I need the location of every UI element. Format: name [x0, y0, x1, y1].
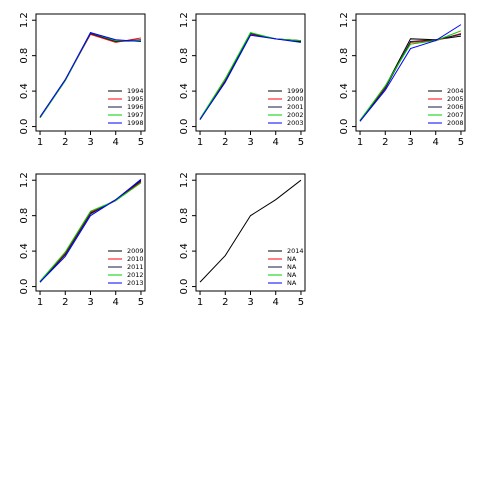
y-tick-label: 0.8	[179, 48, 190, 64]
x-tick-label: 1	[37, 137, 43, 148]
legend-label: 2010	[127, 255, 144, 263]
legend-label: NA	[287, 255, 297, 263]
x-tick-label: 3	[87, 137, 93, 148]
x-tick-label: 5	[298, 297, 304, 308]
legend-label: 1994	[127, 87, 144, 95]
legend-label: 2001	[287, 103, 304, 111]
x-tick-label: 1	[357, 137, 363, 148]
x-tick-label: 4	[273, 137, 279, 148]
y-tick-label: 0.8	[179, 208, 190, 224]
series-line	[199, 32, 302, 120]
y-tick-label: 0.8	[19, 208, 30, 224]
x-tick-label: 3	[87, 297, 93, 308]
series-line	[359, 33, 462, 122]
y-tick-label: 1.2	[179, 12, 190, 28]
y-tick-label: 0.4	[179, 243, 190, 259]
x-tick-label: 5	[138, 137, 144, 148]
legend-label: 1995	[127, 95, 144, 103]
legend-label: 2008	[447, 119, 464, 127]
series-line	[359, 30, 462, 121]
x-tick-label: 3	[247, 137, 253, 148]
x-tick-label: 5	[138, 297, 144, 308]
series-line	[199, 32, 301, 120]
y-tick-label: 0.8	[19, 48, 30, 64]
series-line	[199, 32, 301, 119]
series-line	[359, 24, 462, 122]
x-tick-label: 2	[382, 137, 388, 148]
x-tick-label: 4	[433, 137, 439, 148]
legend-label: 2007	[447, 111, 464, 119]
y-tick-label: 0.0	[339, 119, 350, 135]
legend-label: 2000	[287, 95, 304, 103]
legend-label: 2012	[127, 271, 144, 279]
legend-label: 1997	[127, 111, 144, 119]
x-tick-label: 4	[273, 297, 279, 308]
series-line	[199, 34, 302, 120]
legend-label: 1996	[127, 103, 144, 111]
legend-label: NA	[287, 271, 297, 279]
y-tick-label: 0.8	[339, 48, 350, 64]
x-tick-label: 1	[197, 297, 203, 308]
y-tick-label: 0.0	[179, 119, 190, 135]
series-line	[39, 32, 141, 118]
x-tick-label: 2	[62, 297, 68, 308]
series-line	[39, 32, 141, 118]
x-tick-label: 1	[37, 297, 43, 308]
x-tick-label: 4	[113, 137, 119, 148]
legend-label: 1999	[287, 87, 304, 95]
legend-label: 1998	[127, 119, 144, 127]
x-tick-label: 2	[222, 137, 228, 148]
legend-label: 2002	[287, 111, 304, 119]
x-tick-label: 4	[113, 297, 119, 308]
legend-label: 2013	[127, 279, 144, 287]
y-tick-label: 0.4	[19, 243, 30, 259]
series-line	[39, 33, 142, 118]
legend-label: 2006	[447, 103, 464, 111]
x-tick-label: 3	[247, 297, 253, 308]
legend-label: NA	[287, 263, 297, 271]
legend-label: 2005	[447, 95, 464, 103]
y-tick-label: 0.4	[179, 83, 190, 99]
y-tick-label: 0.0	[19, 279, 30, 295]
y-tick-label: 1.2	[19, 12, 30, 28]
y-tick-label: 0.0	[179, 279, 190, 295]
series-line	[39, 32, 141, 118]
y-tick-label: 1.2	[339, 12, 350, 28]
x-tick-label: 5	[298, 137, 304, 148]
legend-label: 2009	[127, 247, 144, 255]
y-tick-label: 1.2	[179, 172, 190, 188]
legend-label: 2014	[287, 247, 304, 255]
legend-label: 2011	[127, 263, 144, 271]
series-line	[39, 178, 142, 283]
legend-label: 2003	[287, 119, 304, 127]
y-tick-label: 0.0	[19, 119, 30, 135]
legend-label: NA	[287, 279, 297, 287]
series-line	[39, 182, 142, 282]
series-line	[199, 179, 302, 283]
x-tick-label: 2	[62, 137, 68, 148]
series-line	[199, 33, 301, 120]
y-tick-label: 0.4	[19, 83, 30, 99]
series-line	[359, 33, 462, 121]
x-tick-label: 3	[407, 137, 413, 148]
y-tick-label: 1.2	[19, 172, 30, 188]
x-tick-label: 1	[197, 137, 203, 148]
y-tick-label: 0.4	[339, 83, 350, 99]
series-line	[39, 32, 141, 118]
legend-label: 2004	[447, 87, 464, 95]
x-tick-label: 2	[222, 297, 228, 308]
x-tick-label: 5	[458, 137, 464, 148]
